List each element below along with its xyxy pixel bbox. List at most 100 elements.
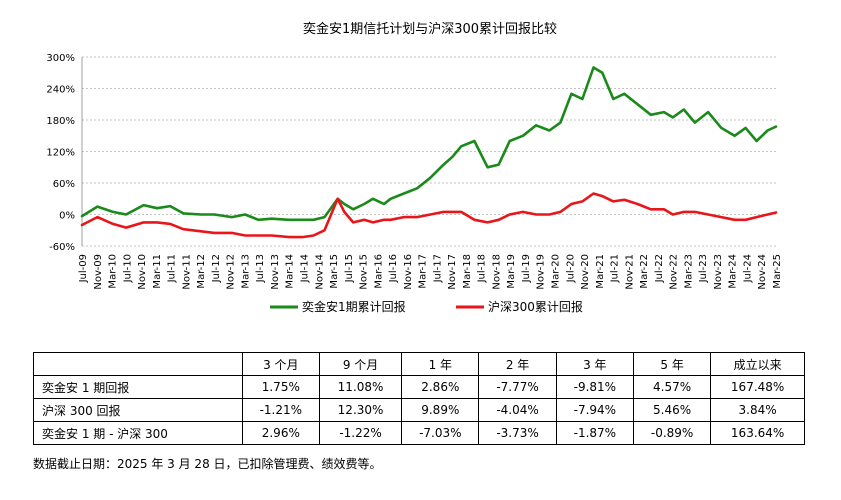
x-tick-label: Nov-16 [403, 254, 414, 290]
series-lines [80, 66, 778, 239]
table-row: 奕金安 1 期 - 沪深 300 2.96% -1.22% -7.03% -3.… [33, 421, 805, 445]
table-cell: -1.22% [318, 421, 403, 445]
x-tick-label: Nov-21 [624, 254, 635, 290]
table-cell: -7.94% [555, 398, 634, 422]
y-tick-label: 300% [46, 53, 75, 64]
table-cell: 167.48% [710, 375, 805, 399]
y-tick-label: 180% [46, 116, 75, 127]
x-tick-label: Jul-17 [432, 254, 443, 283]
x-tick-label: Nov-13 [270, 254, 281, 290]
x-tick-label: Jul-20 [565, 254, 576, 283]
x-tick-label: Nov-10 [137, 254, 148, 290]
x-tick-label: Jul-23 [698, 254, 709, 283]
table-cell: 11.08% [318, 375, 403, 399]
table-header-row: 3 个月 9 个月 1 年 2 年 3 年 5 年 成立以来 [33, 352, 805, 376]
table-row: 沪深 300 回报 -1.21% 12.30% 9.89% -4.04% -7.… [33, 398, 805, 422]
y-axis-ticks: 300% 240% 180% 120% 60% 0% -60% [46, 53, 75, 253]
x-tick-label: Mar-17 [418, 254, 429, 289]
table-row-label: 奕金安 1 期 - 沪深 300 [33, 421, 243, 445]
x-tick-label: Jul-10 [122, 254, 133, 283]
x-tick-label: Mar-14 [285, 254, 296, 289]
table-cell: -0.89% [632, 421, 712, 445]
table-header-cell: 9 个月 [318, 352, 403, 376]
y-tick-label: -60% [49, 242, 75, 253]
x-tick-label: Nov-19 [536, 254, 547, 290]
table-cell: 2.96% [241, 421, 320, 445]
table-cell: 9.89% [401, 398, 480, 422]
legend-label: 沪深300累计回报 [488, 299, 583, 314]
table-header-cell [33, 352, 243, 376]
x-tick-label: Nov-09 [93, 254, 104, 290]
table-cell: 5.46% [632, 398, 712, 422]
x-tick-label: Nov-14 [314, 254, 325, 290]
table-header-cell: 成立以来 [710, 352, 805, 376]
x-tick-label: Mar-10 [108, 254, 119, 289]
x-tick-label: Nov-18 [491, 254, 502, 290]
table-cell: -1.87% [555, 421, 634, 445]
table-header-cell: 2 年 [478, 352, 557, 376]
x-tick-label: Mar-11 [152, 254, 163, 289]
x-tick-label: Mar-12 [196, 254, 207, 289]
x-tick-label: Mar-13 [240, 254, 251, 289]
legend: 奕金安1期累计回报 沪深300累计回报 [270, 299, 583, 314]
y-tick-label: 120% [46, 148, 75, 159]
x-tick-label: Jul-22 [654, 254, 665, 283]
x-tick-label: Nov-20 [580, 254, 591, 290]
x-tick-label: Mar-16 [373, 254, 384, 289]
performance-table: 3 个月 9 个月 1 年 2 年 3 年 5 年 成立以来 奕金安 1 期回报… [33, 352, 805, 445]
x-tick-label: Jul-21 [610, 254, 621, 283]
gridlines [81, 56, 776, 247]
chart-title: 奕金安1期信托计划与沪深300累计回报比较 [303, 21, 557, 37]
table-cell: 163.64% [710, 421, 805, 445]
x-tick-label: Jul-15 [344, 254, 355, 283]
table-row: 奕金安 1 期回报 1.75% 11.08% 2.86% -7.77% -9.8… [33, 375, 805, 399]
table-cell: 12.30% [318, 398, 403, 422]
x-tick-label: Mar-15 [329, 254, 340, 289]
x-tick-label: Mar-25 [772, 254, 783, 289]
table-cell: -4.04% [478, 398, 557, 422]
x-tick-label: Jul-11 [167, 254, 178, 283]
x-tick-label: Mar-19 [506, 254, 517, 289]
table-cell: 1.75% [241, 375, 320, 399]
table-cell: 4.57% [632, 375, 712, 399]
x-tick-label: Mar-18 [462, 254, 473, 289]
x-tick-label: Nov-22 [669, 254, 680, 290]
table-header-cell: 1 年 [401, 352, 480, 376]
y-tick-label: 240% [46, 85, 75, 96]
y-tick-label: 60% [53, 179, 75, 190]
cumulative-return-chart: 奕金安1期信托计划与沪深300累计回报比较 300% 240% 180% 120% 60… [46, 21, 783, 314]
legend-label: 奕金安1期累计回报 [302, 299, 406, 314]
x-tick-label: Nov-11 [181, 254, 192, 290]
x-tick-label: Nov-17 [447, 254, 458, 290]
x-tick-label: Jul-19 [521, 254, 532, 283]
x-tick-label: Nov-23 [713, 254, 724, 290]
table-row-label: 沪深 300 回报 [33, 398, 243, 422]
series-line [80, 192, 778, 239]
table-header-cell: 3 年 [555, 352, 634, 376]
x-tick-label: Jul-13 [255, 254, 266, 283]
x-tick-label: Mar-23 [683, 254, 694, 289]
x-tick-label: Jul-12 [211, 254, 222, 283]
x-tick-label: Jul-16 [388, 254, 399, 283]
table-cell: -1.21% [241, 398, 320, 422]
table-cell: -3.73% [478, 421, 557, 445]
x-tick-label: Jul-14 [299, 254, 310, 283]
footnote: 数据截止日期：2025 年 3 月 28 日，已扣除管理费、绩效费等。 [33, 457, 382, 471]
x-tick-label: Mar-21 [595, 254, 606, 289]
y-tick-label: 0% [59, 211, 75, 222]
x-tick-label: Mar-22 [639, 254, 650, 289]
x-tick-label: Mar-24 [728, 254, 739, 289]
table-row-label: 奕金安 1 期回报 [33, 375, 243, 399]
x-tick-label: Jul-18 [477, 254, 488, 283]
series-line [80, 66, 778, 222]
x-tick-label: Mar-20 [551, 254, 562, 289]
table-cell: 3.84% [710, 398, 805, 422]
table-header-cell: 3 个月 [241, 352, 320, 376]
x-tick-label: Nov-24 [757, 254, 768, 290]
x-tick-label: Jul-24 [742, 254, 753, 283]
x-tick-label: Nov-12 [226, 254, 237, 290]
table-cell: -7.03% [401, 421, 480, 445]
x-tick-label: Jul-09 [78, 254, 89, 283]
x-axis-ticks: Jul-09 Nov-09 Mar-10 Jul-10 Nov-10 Mar-11 Jul-… [78, 254, 783, 290]
x-tick-label: Nov-15 [359, 254, 370, 290]
